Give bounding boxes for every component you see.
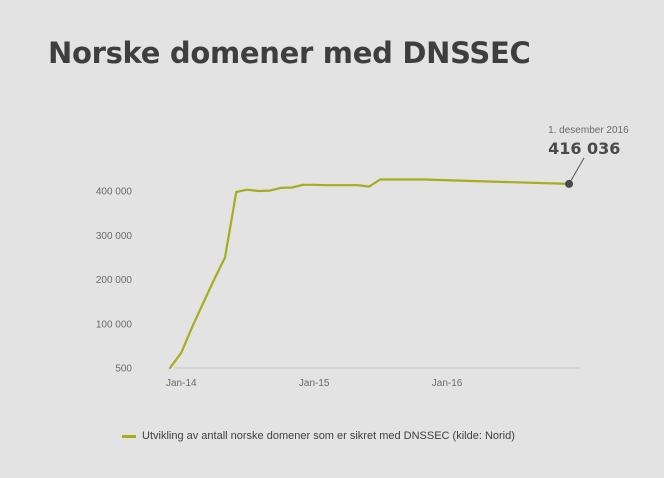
y-tick-label: 500 bbox=[115, 364, 132, 375]
annotation-date-label: 1. desember 2016 bbox=[548, 125, 629, 136]
legend-label: Utvikling av antall norske domener som e… bbox=[142, 430, 515, 442]
annotation-point bbox=[565, 179, 574, 188]
chart-title: Norske domener med DNSSEC bbox=[48, 36, 531, 70]
x-tick-label: Jan-16 bbox=[432, 378, 463, 389]
y-tick-label: 200 000 bbox=[96, 275, 133, 286]
legend-swatch bbox=[122, 434, 136, 438]
y-tick-label: 400 000 bbox=[96, 187, 133, 198]
x-axis-ticks: Jan-14 Jan-15 Jan-16 bbox=[166, 378, 463, 389]
y-axis-ticks: 500 100 000 200 000 300 000 400 000 bbox=[96, 187, 133, 375]
x-tick-label: Jan-14 bbox=[166, 378, 197, 389]
annotation-leader-line bbox=[568, 157, 585, 185]
y-tick-label: 300 000 bbox=[96, 231, 133, 242]
annotation-value-label: 416 036 bbox=[548, 139, 620, 158]
x-tick-label: Jan-15 bbox=[299, 378, 330, 389]
series-line bbox=[168, 178, 571, 370]
legend: Utvikling av antall norske domener som e… bbox=[122, 430, 515, 442]
y-tick-label: 100 000 bbox=[96, 319, 133, 330]
